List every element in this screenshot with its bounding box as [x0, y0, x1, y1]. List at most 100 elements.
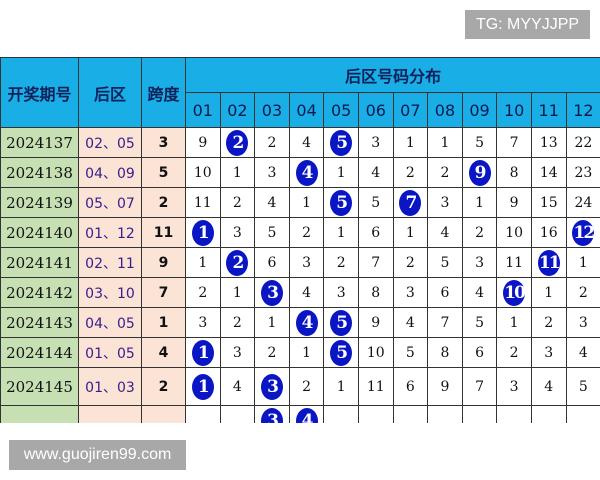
distribution-cell: 2 — [219, 187, 256, 218]
period-cell: 2024143 — [0, 307, 79, 338]
span-cell: 2 — [141, 367, 186, 406]
header-number-06: 06 — [357, 92, 394, 128]
distribution-cell — [357, 405, 394, 423]
distribution-cell: 4 — [254, 187, 290, 218]
back-cell: 03、10 — [78, 277, 142, 308]
distribution-cell: 3 — [219, 217, 256, 248]
distribution-cell: 11 — [185, 187, 221, 218]
period-cell: 2024139 — [0, 187, 79, 218]
distribution-cell: 4 — [288, 127, 325, 158]
span-cell: 11 — [141, 217, 186, 248]
hit-ball: 4 — [295, 159, 318, 186]
span-cell: 4 — [141, 337, 186, 368]
hit-ball: 2 — [226, 129, 249, 156]
distribution-cell: 1 — [219, 277, 256, 308]
distribution-cell: 4 — [288, 277, 325, 308]
distribution-cell — [392, 405, 429, 423]
hit-ball: 10 — [503, 279, 526, 306]
span-cell: 9 — [141, 247, 186, 278]
distribution-cell — [565, 405, 600, 423]
hit-ball: 3 — [260, 373, 283, 400]
distribution-cell: 5 — [461, 127, 498, 158]
hit-ball: 4 — [295, 407, 318, 423]
hit-ball: 5 — [330, 309, 353, 336]
site-url-label: www.guojiren99.com — [9, 440, 186, 470]
distribution-cell: 12 — [565, 217, 600, 248]
table-row: 2024144 01、05 4 1 3 2 1 5 10 5 8 6 2 3 4 — [0, 337, 600, 368]
distribution-cell: 4 — [427, 217, 463, 248]
header-number-03: 03 — [254, 92, 290, 128]
distribution-cell: 1 — [427, 127, 463, 158]
distribution-cell: 3 — [254, 277, 290, 308]
table-row: 2024142 03、10 7 2 1 3 4 3 8 3 6 4 10 1 2 — [0, 277, 600, 308]
back-zone-distribution-table: 开奖期号 后区 跨度 后区号码分布 01 02 03 04 05 06 07 08 09 10 11… — [0, 57, 600, 423]
distribution-cell: 2 — [254, 127, 290, 158]
distribution-cell — [427, 405, 463, 423]
back-cell: 02、05 — [78, 127, 142, 158]
distribution-cell: 3 — [219, 337, 256, 368]
distribution-cell: 2 — [392, 247, 429, 278]
span-cell: 2 — [141, 187, 186, 218]
back-cell: 01、12 — [78, 217, 142, 248]
hit-ball: 3 — [260, 407, 283, 423]
distribution-cell: 9 — [357, 307, 394, 338]
hit-ball: 1 — [191, 373, 214, 400]
distribution-cell: 3 — [254, 367, 290, 406]
distribution-cell: 3 — [254, 157, 290, 188]
distribution-cell: 4 — [565, 337, 600, 368]
distribution-cell: 6 — [461, 337, 498, 368]
back-cell: 05、07 — [78, 187, 142, 218]
distribution-cell: 2 — [219, 127, 256, 158]
distribution-cell: 14 — [530, 157, 567, 188]
distribution-cell: 2 — [288, 217, 325, 248]
distribution-cell: 7 — [461, 367, 498, 406]
distribution-cell: 5 — [323, 187, 359, 218]
period-cell: 2024137 — [0, 127, 79, 158]
distribution-cell: 4 — [392, 307, 429, 338]
distribution-cell: 6 — [427, 277, 463, 308]
distribution-cell: 9 — [496, 187, 532, 218]
distribution-cell: 1 — [254, 307, 290, 338]
distribution-cell: 2 — [219, 307, 256, 338]
distribution-cell: 3 — [461, 247, 498, 278]
distribution-cell: 2 — [392, 157, 429, 188]
distribution-cell: 3 — [392, 277, 429, 308]
distribution-cell: 8 — [496, 157, 532, 188]
distribution-cell: 3 — [288, 247, 325, 278]
tg-label: TG: MYYJJPP — [465, 10, 590, 39]
period-cell: 2024145 — [0, 367, 79, 406]
distribution-cell: 2 — [461, 217, 498, 248]
header-number-01: 01 — [185, 92, 221, 128]
distribution-cell: 11 — [530, 247, 567, 278]
header-number-10: 10 — [496, 92, 532, 128]
distribution-cell: 3 — [254, 405, 290, 423]
header-period: 开奖期号 — [0, 57, 79, 128]
header-back: 后区 — [78, 57, 142, 128]
hit-ball: 1 — [191, 339, 214, 366]
distribution-cell: 5 — [392, 337, 429, 368]
hit-ball: 7 — [399, 189, 422, 216]
distribution-cell: 16 — [530, 217, 567, 248]
header-number-07: 07 — [392, 92, 429, 128]
span-cell: 3 — [141, 127, 186, 158]
table-row: 2024138 04、09 5 10 1 3 4 1 4 2 2 9 8 14 23 — [0, 157, 600, 188]
distribution-cell: 9 — [185, 127, 221, 158]
distribution-cell: 23 — [565, 157, 600, 188]
hit-ball: 9 — [468, 159, 491, 186]
distribution-cell: 9 — [461, 157, 498, 188]
header-number-11: 11 — [530, 92, 567, 128]
hit-ball: 5 — [330, 339, 353, 366]
distribution-cell: 2 — [254, 337, 290, 368]
hit-ball: 3 — [260, 279, 283, 306]
period-cell: 2024142 — [0, 277, 79, 308]
header-number-09: 09 — [461, 92, 498, 128]
distribution-cell: 5 — [461, 307, 498, 338]
distribution-cell: 3 — [530, 337, 567, 368]
distribution-cell: 5 — [565, 367, 600, 406]
back-cell: 02、11 — [78, 247, 142, 278]
header-number-02: 02 — [219, 92, 256, 128]
back-cell: 04、05 — [78, 307, 142, 338]
distribution-cell: 7 — [496, 127, 532, 158]
distribution-cell: 5 — [357, 187, 394, 218]
